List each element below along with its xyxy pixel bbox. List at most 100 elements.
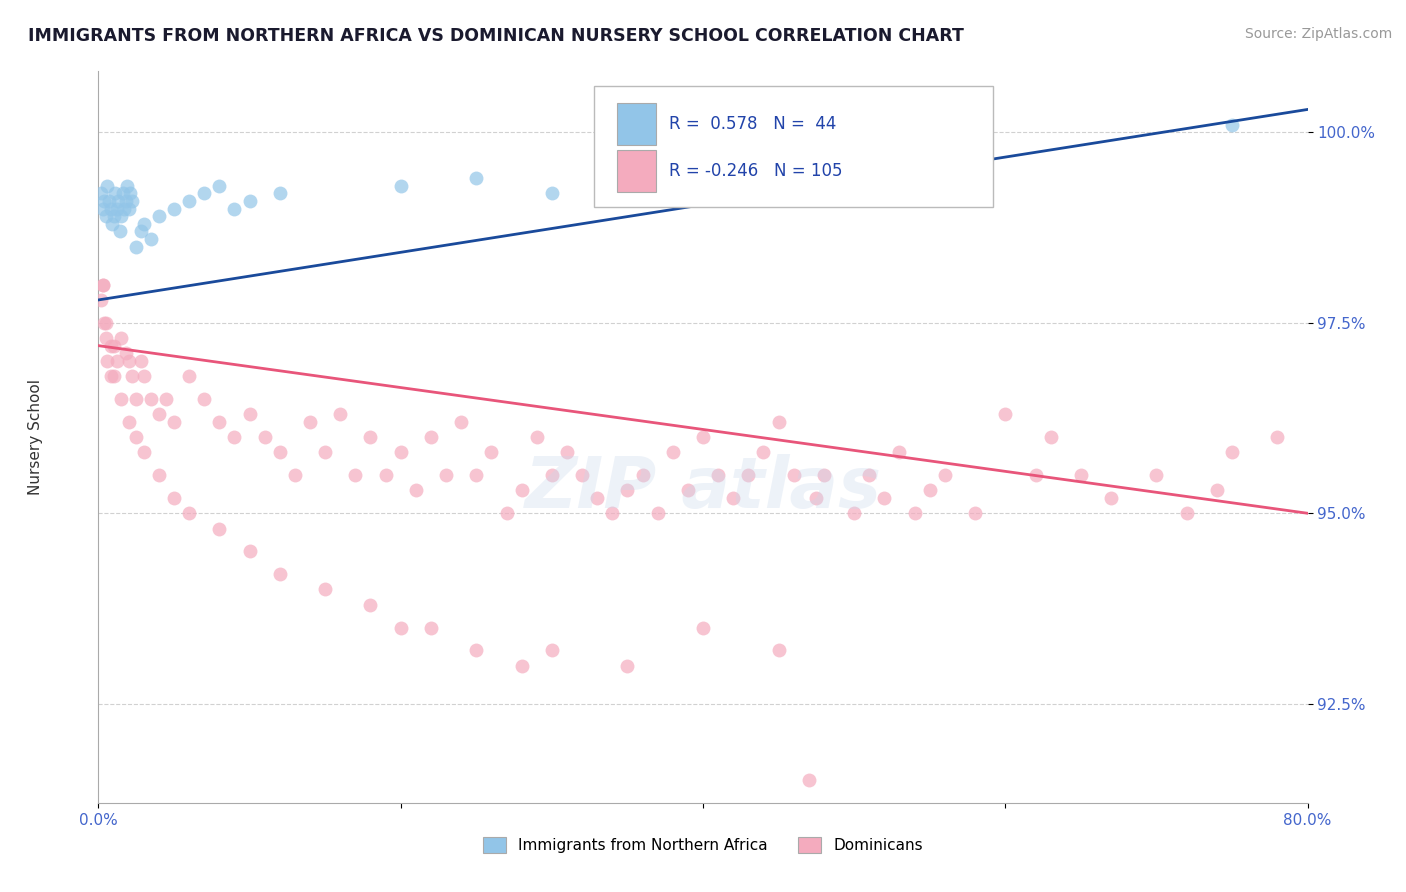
Point [374, 468, 396, 483]
Point [224, 202, 246, 216]
Point [918, 483, 941, 498]
Point [1039, 430, 1062, 444]
Point [90, 186, 112, 201]
Point [389, 445, 412, 459]
Point [994, 407, 1017, 421]
Point [661, 194, 683, 208]
Point [450, 415, 472, 429]
Point [118, 202, 141, 216]
Point [269, 445, 291, 459]
Point [112, 202, 135, 216]
Point [661, 445, 683, 459]
Point [420, 621, 443, 635]
Point [284, 468, 307, 483]
Point [239, 544, 262, 558]
Point [873, 491, 896, 505]
Point [616, 178, 638, 193]
Point [314, 445, 336, 459]
Point [269, 567, 291, 582]
Point [616, 483, 638, 498]
Point [120, 186, 142, 201]
Point [1267, 430, 1289, 444]
Point [208, 178, 231, 193]
Point [405, 483, 427, 498]
Point [121, 369, 143, 384]
Point [465, 643, 488, 657]
Point [103, 338, 125, 352]
Point [1070, 468, 1092, 483]
Point [103, 209, 125, 223]
Point [616, 658, 638, 673]
Point [115, 178, 138, 193]
Point [806, 491, 828, 505]
Point [676, 483, 699, 498]
Point [389, 178, 412, 193]
Point [100, 202, 122, 216]
Point [107, 194, 129, 208]
Point [91, 277, 114, 292]
Point [692, 621, 714, 635]
Point [934, 468, 956, 483]
Legend: Immigrants from Northern Africa, Dominicans: Immigrants from Northern Africa, Dominic… [475, 830, 931, 861]
Point [111, 186, 134, 201]
Point [148, 209, 170, 223]
Point [540, 186, 562, 201]
Point [752, 445, 775, 459]
Point [118, 354, 141, 368]
Point [465, 468, 488, 483]
Point [114, 194, 136, 208]
Point [889, 171, 911, 186]
Point [114, 346, 136, 360]
Point [239, 194, 262, 208]
Point [104, 186, 127, 201]
Point [208, 415, 231, 429]
Point [193, 392, 215, 406]
Point [253, 430, 276, 444]
Text: R =  0.578   N =  44: R = 0.578 N = 44 [669, 115, 837, 133]
Point [555, 445, 578, 459]
Point [148, 407, 170, 421]
Point [783, 178, 806, 193]
Point [96, 178, 118, 193]
Point [495, 506, 517, 520]
Point [93, 194, 115, 208]
Point [155, 392, 177, 406]
Point [844, 506, 866, 520]
Point [132, 445, 155, 459]
Point [723, 171, 745, 186]
Point [98, 194, 121, 208]
Point [108, 224, 131, 238]
Point [571, 468, 593, 483]
Point [141, 392, 163, 406]
Text: IMMIGRANTS FROM NORTHERN AFRICA VS DOMINICAN NURSERY SCHOOL CORRELATION CHART: IMMIGRANTS FROM NORTHERN AFRICA VS DOMIN… [28, 27, 965, 45]
Point [586, 491, 609, 505]
Point [110, 392, 132, 406]
Point [904, 506, 927, 520]
Point [163, 491, 186, 505]
Point [90, 293, 112, 307]
Point [434, 468, 457, 483]
Point [737, 468, 759, 483]
Point [163, 415, 186, 429]
Point [179, 194, 201, 208]
Text: R = -0.246   N = 105: R = -0.246 N = 105 [669, 162, 842, 180]
FancyBboxPatch shape [617, 103, 655, 145]
Point [105, 202, 128, 216]
FancyBboxPatch shape [595, 86, 993, 207]
Point [141, 232, 163, 246]
Point [540, 643, 562, 657]
Point [96, 354, 118, 368]
Point [132, 369, 155, 384]
Point [1220, 118, 1243, 132]
Point [934, 178, 956, 193]
Point [602, 506, 624, 520]
Point [526, 430, 548, 444]
Text: ZIP atlas: ZIP atlas [524, 454, 882, 523]
Point [1146, 468, 1168, 483]
Point [94, 209, 117, 223]
Point [193, 186, 215, 201]
Point [540, 468, 562, 483]
Point [100, 338, 122, 352]
Y-axis label: Nursery School: Nursery School [28, 379, 42, 495]
Point [797, 772, 820, 787]
